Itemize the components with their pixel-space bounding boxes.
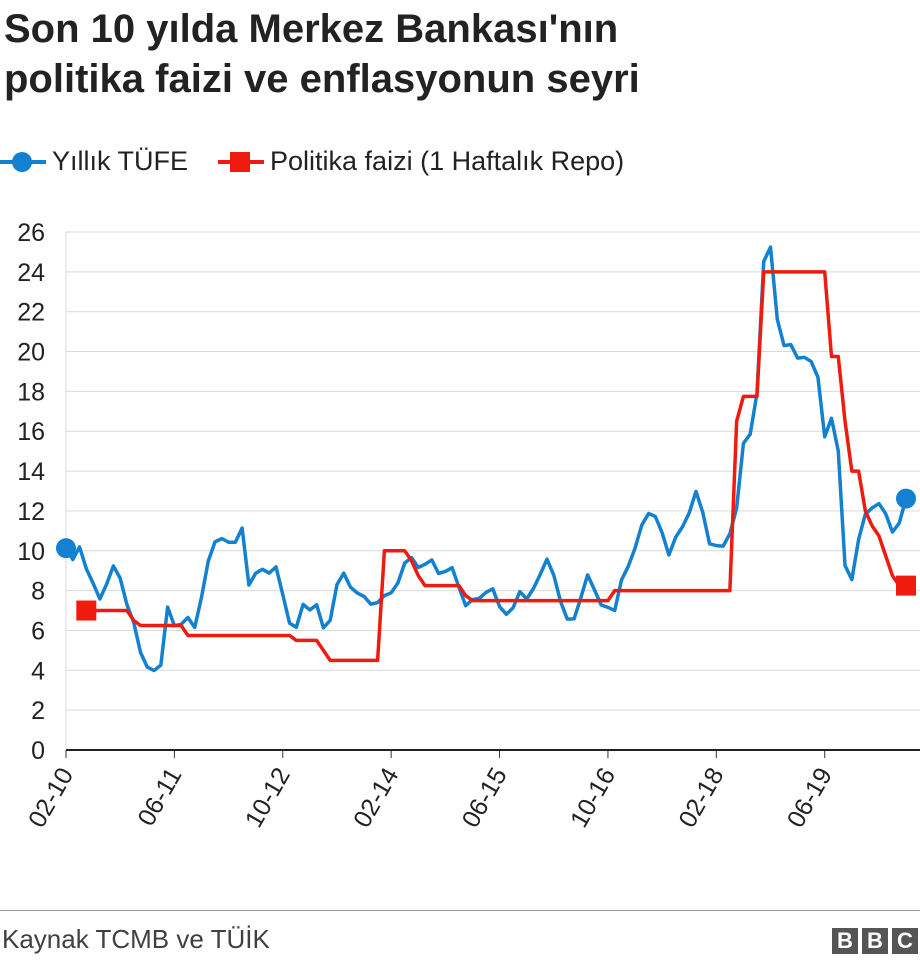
y-tick-label: 20 — [17, 339, 45, 367]
legend: Yıllık TÜFE Politika faizi (1 Haftalık R… — [0, 146, 654, 177]
legend-label-cpi: Yıllık TÜFE — [52, 146, 189, 176]
legend-cpi-marker — [0, 151, 46, 172]
x-tick-label: 06-19 — [782, 763, 838, 832]
x-tick-label: 06-15 — [457, 763, 513, 832]
x-tick-label: 02-18 — [673, 763, 729, 832]
policy-rate-endpoint-marker — [76, 600, 97, 621]
y-tick-label: 14 — [17, 458, 45, 486]
footer-divider — [0, 910, 920, 911]
cpi-endpoint-marker — [56, 538, 76, 559]
y-tick-label: 2 — [31, 697, 45, 725]
legend-item-policy-rate: Politika faizi (1 Haftalık Repo) — [218, 146, 624, 177]
y-tick-label: 8 — [31, 578, 45, 606]
y-tick-label: 0 — [31, 737, 45, 765]
x-tick-label: 10-12 — [240, 763, 296, 832]
cpi-endpoint-marker — [896, 488, 916, 509]
bbc-logo-b2: B — [862, 928, 888, 954]
bbc-logo: B B C — [832, 928, 918, 954]
y-tick-label: 26 — [17, 219, 45, 247]
y-tick-label: 4 — [31, 657, 45, 685]
x-tick-label: 10-16 — [565, 763, 621, 832]
legend-item-cpi: Yıllık TÜFE — [0, 146, 188, 177]
chart-title: Son 10 yılda Merkez Bankası'nın politika… — [4, 4, 904, 104]
policy-rate-endpoint-marker — [896, 575, 916, 596]
y-tick-label: 18 — [17, 378, 45, 406]
legend-label-policy-rate: Politika faizi (1 Haftalık Repo) — [270, 146, 625, 176]
y-tick-label: 6 — [31, 617, 45, 645]
y-tick-label: 16 — [17, 418, 45, 446]
policy-rate-line — [86, 270, 906, 663]
y-tick-label: 12 — [17, 498, 45, 526]
cpi-line — [64, 245, 908, 673]
x-tick-label: 06-11 — [132, 763, 187, 831]
bbc-logo-b1: B — [832, 928, 858, 954]
title-line-2: politika faizi ve enflasyonun seyri — [4, 57, 640, 101]
y-tick-label: 10 — [17, 538, 45, 566]
x-tick-label: 02-14 — [348, 763, 404, 832]
y-tick-label: 24 — [17, 259, 45, 287]
bbc-logo-c: C — [892, 928, 918, 954]
title-line-1: Son 10 yılda Merkez Bankası'nın — [4, 7, 619, 51]
legend-policy-marker — [218, 151, 265, 172]
source-text: Kaynak TCMB ve TÜİK — [2, 924, 270, 954]
y-tick-label: 22 — [17, 299, 45, 327]
x-tick-label: 02-10 — [23, 763, 79, 832]
